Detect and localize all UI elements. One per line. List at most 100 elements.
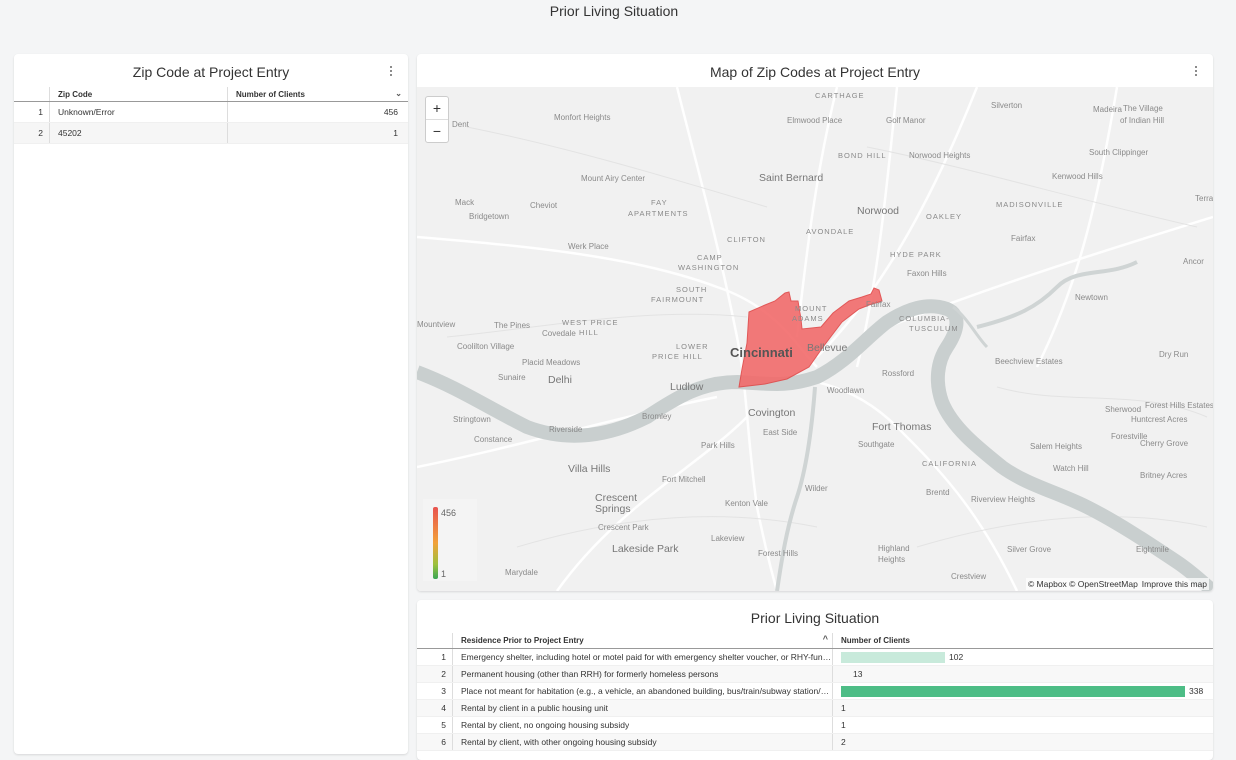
map-place-label: Bridgetown [469,212,510,221]
map-place-label: Delhi [548,374,572,386]
map-place-label: Brentd [926,488,950,497]
map-place-label: Fairfax [866,300,891,309]
map-place-label: Newtown [1075,293,1108,302]
map-place-label: Britney Acres [1140,471,1188,480]
clients-column-header[interactable]: Number of Clients [841,636,910,645]
clients-cell: 2 [835,734,1213,750]
table-row: 2 Permanent housing (other than RRH) for … [417,666,1213,683]
section-title: Prior Living Situation [549,3,679,19]
row-index: 4 [417,700,453,716]
zoom-control: + − [425,96,449,143]
map-place-label: Highland [878,544,910,553]
clients-cell: 1 [835,700,1213,716]
zoom-in-button[interactable]: + [426,97,448,120]
map-place-label: HYDE PARK [890,250,942,259]
map-place-label: East Side [763,428,798,437]
map-tile-menu-icon[interactable] [1195,66,1199,76]
map-place-label: Constance [474,435,513,444]
sort-chevron-up-icon[interactable]: ^ [822,634,828,644]
map-place-label: Covedale [542,329,576,338]
map-place-label: Terrac [1195,194,1213,203]
prior-table-header: Residence Prior to Project Entry ^ Numbe… [417,633,1213,649]
map-place-label: Watch Hill [1053,464,1089,473]
clients-cell: 1 [835,717,1213,733]
map-place-label: TUSCULUM [909,324,959,333]
map-place-label: Norwood Heights [909,151,971,160]
map-place-label: Coolilton Village [457,342,515,351]
map-place-label: Cincinnati [730,345,793,360]
improve-map-link[interactable]: Improve this map [1141,579,1207,589]
map-place-label: WEST PRICE [562,318,619,327]
zip-cell: 45202 [52,123,228,143]
map-place-label: Silverton [991,101,1023,110]
map-place-label: Mount Airy Center [581,174,646,183]
map-place-label: LOWER [676,342,709,351]
map-canvas[interactable]: CARTHAGE Silverton Madeira The Village of In… [417,87,1213,591]
map-place-label: Dent [452,120,469,129]
map-place-label: Ludlow [670,381,704,393]
map-place-label: Faxon Hills [907,269,947,278]
map-place-label: Monfort Heights [554,113,611,122]
map-place-label: Fort Mitchell [662,475,706,484]
map-place-label: Riverview Heights [971,495,1036,504]
residence-cell: Rental by client, no ongoing housing sub… [455,717,833,733]
zip-column-header[interactable]: Zip Code [52,87,228,101]
map-place-label: OAKLEY [926,212,963,221]
clients-cell: 1 [393,128,398,138]
map-place-label: CALIFORNIA [922,459,978,468]
residence-column-header[interactable]: Residence Prior to Project Entry ^ [455,633,833,648]
map-place-label: Dry Run [1159,350,1189,359]
map-place-label: Silver Grove [1007,545,1052,554]
map-place-label: HILL [579,328,599,337]
table-row: 1 Emergency shelter, including hotel or m… [417,649,1213,666]
map-place-label: Eightmile [1136,545,1169,554]
map-place-label: Mountview [417,320,456,329]
table-row: 3 Place not meant for habitation (e.g., a… [417,683,1213,700]
map-place-label: Villa Hills [568,463,611,475]
map-place-label: Salem Heights [1030,442,1083,451]
map-place-label: Crestview [951,572,987,581]
legend-max: 456 [441,508,457,518]
value-label: 2 [841,737,846,747]
table-row: 6 Rental by client, with other ongoing ho… [417,734,1213,751]
map-place-label: Madeira [1093,105,1122,114]
row-index: 1 [14,102,50,122]
map-place-label: WASHINGTON [678,263,740,272]
residence-cell: Place not meant for habitation (e.g., a … [455,683,833,699]
zoom-out-button[interactable]: − [432,123,442,139]
sort-chevron-down-icon[interactable]: ⌄ [395,89,402,98]
row-index: 1 [417,649,453,665]
map-place-label: Park Hills [701,441,735,450]
map-place-label: Lakeside Park [612,543,679,555]
map-place-label: Marydale [505,568,538,577]
map-place-label: Bellevue [807,342,848,354]
map-place-label: FAY [651,198,668,207]
map-place-label: Sunaire [498,373,526,382]
map-place-label: Elmwood Place [787,116,843,125]
zip-table: Zip Code Number of Clients ⌄ 1 Unknown/E… [14,87,408,144]
map-place-label: Beechview Estates [995,357,1063,366]
clients-column-header[interactable]: Number of Clients ⌄ [236,89,402,99]
residence-cell: Permanent housing (other than RRH) for f… [455,666,833,682]
map-place-label: MADISONVILLE [996,200,1064,209]
color-legend: 456 1 [423,499,477,581]
map-place-label: Lakeview [711,534,745,543]
map-place-label: SOUTH [676,285,708,294]
map-place-label: Wilder [805,484,828,493]
map-place-label: Huntcrest Acres [1131,415,1188,424]
map-place-label: The Pines [494,321,531,330]
prior-tile-title: Prior Living Situation [750,610,880,626]
row-index: 2 [14,123,50,143]
zip-tile-menu-icon[interactable] [390,66,394,76]
prior-living-tile: Prior Living Situation Residence Prior t… [417,600,1213,760]
map-place-label: Crescent Park [598,523,649,532]
residence-cell: Rental by client in a public housing uni… [455,700,833,716]
map-place-label: Southgate [858,440,895,449]
map-place-label: Fairfax [1011,234,1036,243]
map-place-label: Forest Hills [758,549,799,558]
table-row: 2 45202 1 [14,123,408,144]
map-place-label: Cheviot [530,201,558,210]
map-place-label: CLIFTON [727,235,766,244]
row-index: 5 [417,717,453,733]
map-place-label: Sherwood [1105,405,1142,414]
